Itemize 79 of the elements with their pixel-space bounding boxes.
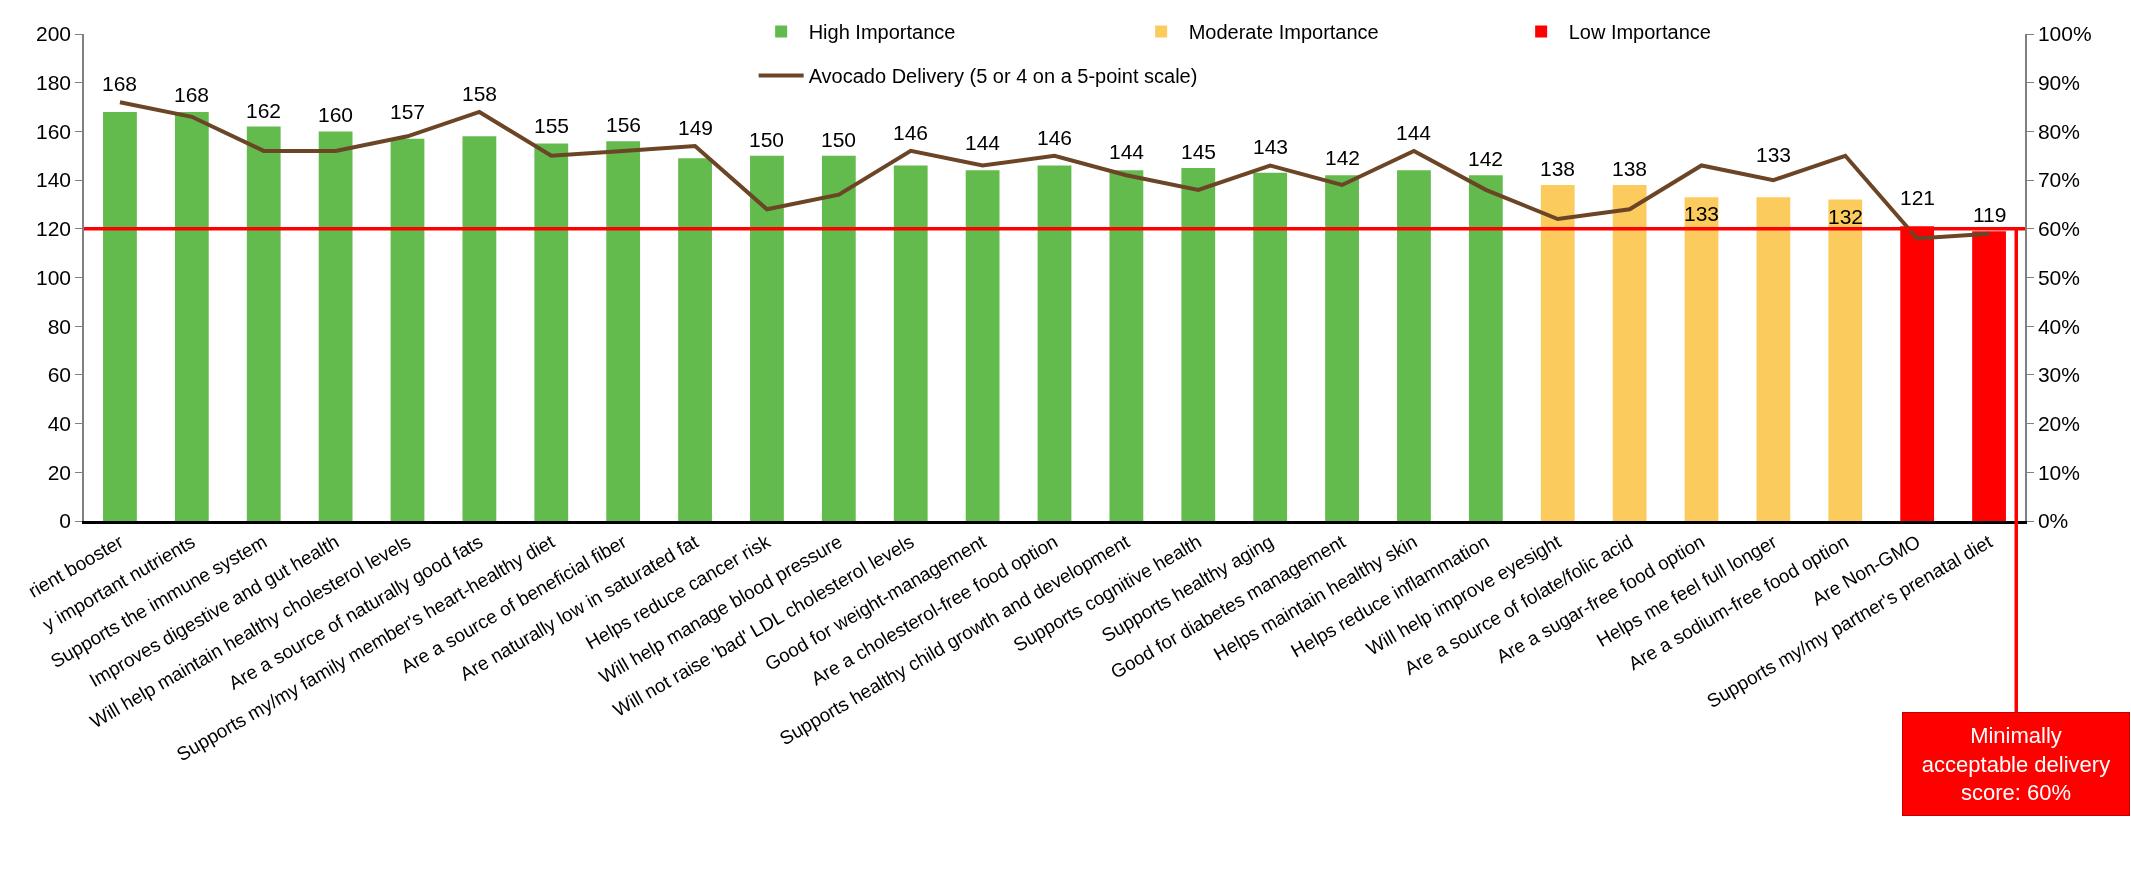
y-tick-label: 80 bbox=[47, 314, 72, 338]
y2-tick-label: 10% bbox=[2037, 460, 2080, 484]
bar bbox=[1037, 165, 1072, 521]
bar bbox=[1325, 175, 1359, 521]
bar bbox=[1684, 197, 1719, 521]
data-label: 168 bbox=[174, 83, 210, 106]
y-tick-label: 0 bbox=[59, 509, 72, 533]
data-label: 162 bbox=[246, 99, 282, 122]
legend-label: Avocado Delivery (5 or 4 on a 5-point scale) bbox=[808, 65, 1198, 88]
data-label: 144 bbox=[965, 131, 1001, 154]
data-label: 133 bbox=[1756, 143, 1792, 166]
bar bbox=[462, 136, 497, 521]
data-label: 146 bbox=[1037, 126, 1073, 149]
data-label: 156 bbox=[606, 113, 642, 136]
data-label: 142 bbox=[1468, 147, 1504, 170]
y-tick-label: 100 bbox=[36, 265, 72, 289]
bar bbox=[893, 165, 928, 521]
y2-tick-label: 40% bbox=[2037, 314, 2080, 338]
bar bbox=[965, 170, 1000, 521]
data-label: 119 bbox=[1973, 203, 2007, 226]
y2-tick-label: 90% bbox=[2037, 71, 2080, 95]
data-label: 138 bbox=[1540, 157, 1576, 180]
data-label: 150 bbox=[749, 128, 785, 151]
data-label: 144 bbox=[1396, 121, 1432, 144]
y2-tick-label: 70% bbox=[2037, 168, 2080, 192]
data-label: 155 bbox=[534, 114, 570, 137]
bar bbox=[1253, 172, 1288, 521]
data-label: 157 bbox=[390, 100, 426, 123]
data-label: 121 bbox=[1900, 186, 1936, 209]
bar bbox=[1540, 184, 1575, 521]
ref-line-label: Minimally acceptable delivery score: 60% bbox=[1921, 723, 2111, 806]
y2-tick-label: 100% bbox=[2037, 22, 2092, 46]
bar bbox=[103, 111, 137, 521]
bar bbox=[1468, 175, 1503, 521]
data-label: 138 bbox=[1612, 157, 1648, 180]
data-label: 158 bbox=[462, 82, 498, 105]
data-label: 144 bbox=[1109, 140, 1145, 163]
data-label: 168 bbox=[102, 72, 138, 95]
data-label: 142 bbox=[1325, 146, 1361, 169]
y-tick-label: 160 bbox=[36, 119, 72, 143]
y-tick-label: 180 bbox=[36, 71, 72, 95]
bar bbox=[318, 131, 353, 521]
bar bbox=[1756, 197, 1791, 521]
legend-label: Moderate Importance bbox=[1188, 21, 1379, 44]
bar bbox=[1109, 170, 1144, 521]
data-label: 150 bbox=[821, 128, 857, 151]
data-label: 132 bbox=[1828, 205, 1864, 228]
legend-label: High Importance bbox=[808, 21, 956, 44]
bar bbox=[678, 158, 712, 521]
bar bbox=[1181, 167, 1216, 521]
data-label: 145 bbox=[1181, 140, 1217, 163]
data-label: 133 bbox=[1684, 202, 1720, 225]
data-label: 149 bbox=[678, 116, 714, 139]
bar bbox=[246, 126, 281, 521]
y2-tick-label: 20% bbox=[2037, 411, 2080, 435]
y2-tick-label: 50% bbox=[2037, 265, 2080, 289]
bar bbox=[174, 111, 209, 521]
bar bbox=[1397, 170, 1431, 521]
bar bbox=[1828, 199, 1863, 521]
legend-label: Low Importance bbox=[1568, 21, 1711, 44]
y2-tick-label: 30% bbox=[2037, 363, 2080, 387]
y-tick-label: 60 bbox=[47, 363, 72, 387]
y2-tick-label: 60% bbox=[2037, 217, 2080, 241]
data-label: 160 bbox=[318, 103, 354, 126]
y2-tick-label: 0% bbox=[2037, 509, 2069, 533]
y-tick-label: 200 bbox=[36, 22, 72, 46]
bar bbox=[390, 138, 425, 521]
y2-tick-label: 80% bbox=[2037, 119, 2080, 143]
y-tick-label: 140 bbox=[36, 168, 72, 192]
data-label: 143 bbox=[1253, 135, 1289, 158]
bar bbox=[1612, 184, 1647, 521]
y-tick-label: 20 bbox=[47, 460, 72, 484]
bar bbox=[750, 155, 784, 521]
bar bbox=[534, 143, 569, 521]
y-tick-label: 40 bbox=[47, 411, 72, 435]
bar bbox=[821, 155, 856, 521]
bar bbox=[606, 141, 641, 521]
data-label: 146 bbox=[893, 121, 929, 144]
y-tick-label: 120 bbox=[36, 217, 72, 241]
